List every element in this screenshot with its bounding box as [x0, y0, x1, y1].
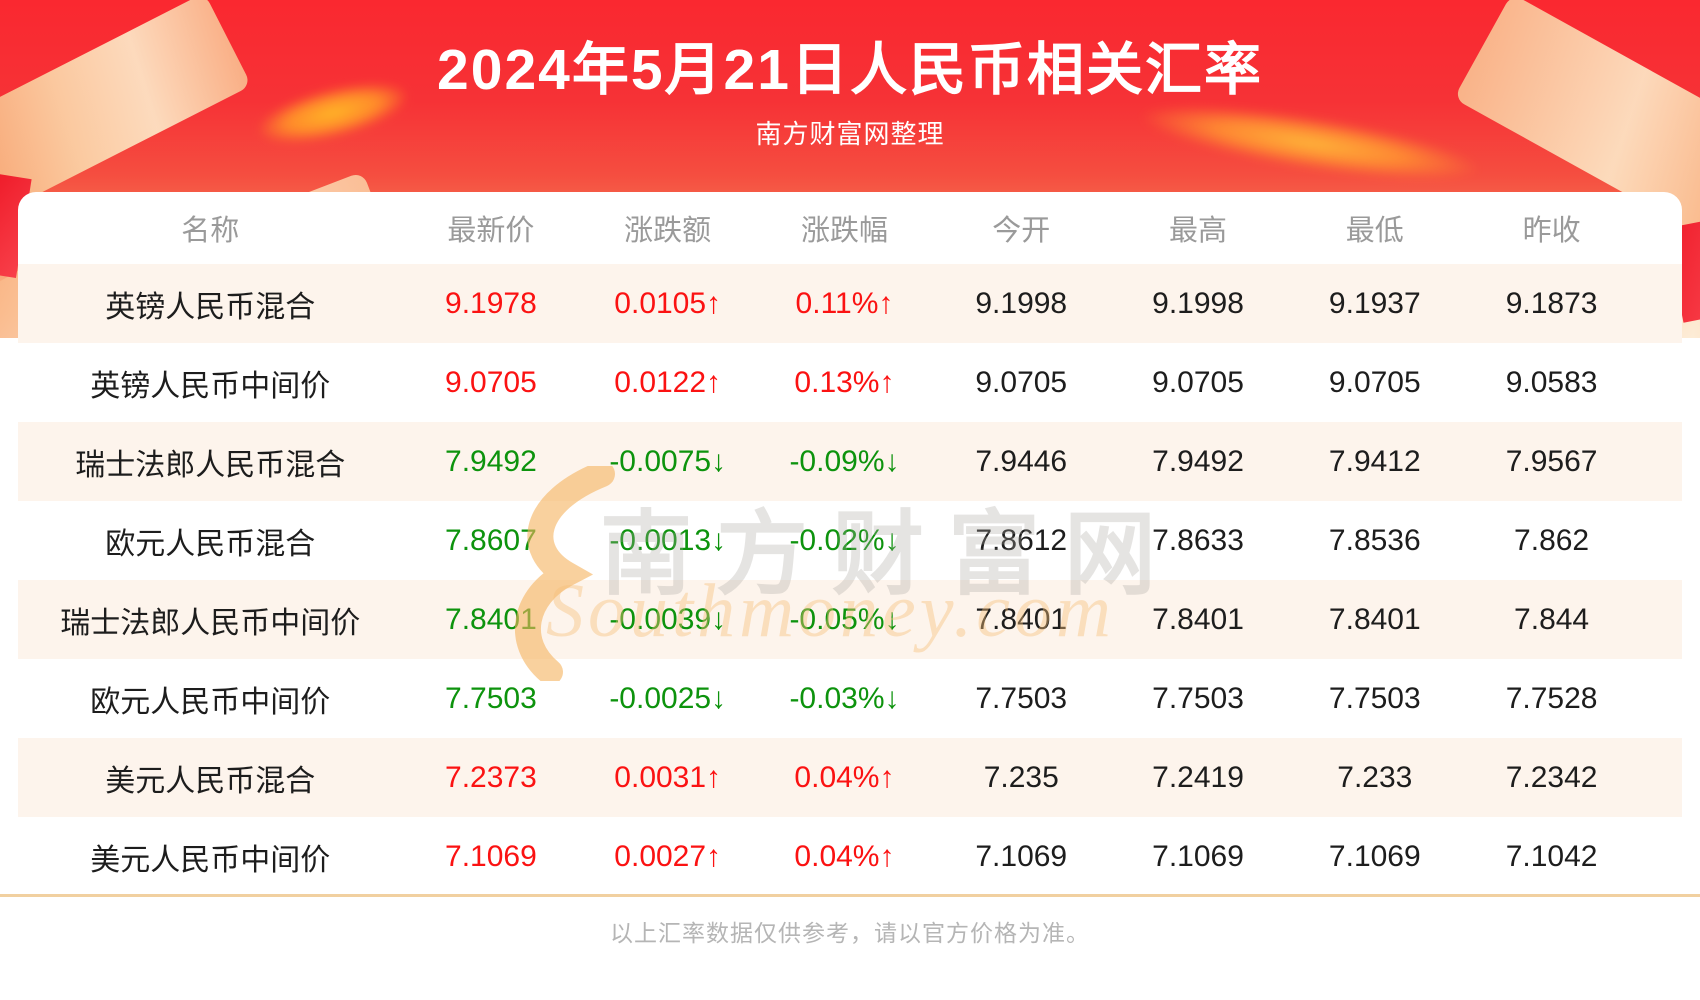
open-price: 9.0705 — [975, 365, 1068, 399]
change-amount: 0.0105↑ — [614, 286, 722, 320]
footer-divider — [0, 894, 1700, 897]
high-price: 7.7503 — [1152, 681, 1244, 715]
prev-close-price: 7.2342 — [1505, 760, 1598, 794]
high-price: 7.9492 — [1152, 444, 1244, 478]
table-body: 英镑人民币混合 9.1978 0.0105↑ 0.11%↑ 9.1998 9.1… — [18, 264, 1682, 896]
disclaimer-text: 以上汇率数据仅供参考，请以官方价格为准。 — [610, 920, 1090, 946]
latest-price: 7.7503 — [445, 681, 537, 715]
high-price: 7.2419 — [1152, 760, 1244, 794]
table-row: 英镑人民币混合 9.1978 0.0105↑ 0.11%↑ 9.1998 9.1… — [18, 264, 1682, 343]
exchange-rate-table: 名称 最新价 涨跌额 涨跌幅 今开 最高 最低 昨收 英镑人民币混合 9.197… — [18, 192, 1682, 896]
low-price: 7.9412 — [1328, 444, 1421, 478]
column-header-prev-close: 昨收 — [1522, 215, 1581, 247]
open-price: 7.8612 — [975, 523, 1068, 557]
change-percent: -0.09%↓ — [789, 444, 900, 478]
change-amount: -0.0075↓ — [609, 444, 727, 478]
open-price: 7.8401 — [975, 602, 1068, 636]
table-row: 欧元人民币混合 7.8607 -0.0013↓ -0.02%↓ 7.8612 7… — [18, 501, 1682, 580]
open-price: 7.1069 — [975, 839, 1068, 873]
change-percent: -0.03%↓ — [789, 681, 900, 715]
low-price: 9.0705 — [1328, 365, 1421, 399]
open-price: 9.1998 — [975, 286, 1068, 320]
prev-close-price: 9.0583 — [1505, 365, 1598, 399]
prev-close-price: 9.1873 — [1505, 286, 1598, 320]
high-price: 9.1998 — [1152, 286, 1244, 320]
high-price: 9.0705 — [1152, 365, 1244, 399]
latest-price: 7.9492 — [445, 444, 537, 478]
change-percent: 0.04%↑ — [794, 760, 895, 794]
open-price: 7.7503 — [975, 681, 1068, 715]
prev-close-price: 7.844 — [1514, 602, 1590, 636]
currency-name: 瑞士法郎人民币中间价 — [60, 606, 361, 640]
open-price: 7.235 — [983, 760, 1059, 794]
currency-name: 英镑人民币混合 — [105, 290, 316, 324]
latest-price: 7.8607 — [445, 523, 537, 557]
latest-price: 9.0705 — [445, 365, 537, 399]
high-price: 7.8401 — [1152, 602, 1244, 636]
change-percent: -0.05%↓ — [789, 602, 900, 636]
latest-price: 7.1069 — [445, 839, 537, 873]
low-price: 7.233 — [1337, 760, 1413, 794]
page-subtitle: 南方财富网整理 — [755, 119, 945, 149]
prev-close-price: 7.9567 — [1505, 444, 1598, 478]
column-header-change-pct: 涨跌幅 — [800, 215, 888, 247]
column-header-low: 最低 — [1345, 215, 1404, 247]
change-percent: 0.13%↑ — [794, 365, 895, 399]
table-row: 美元人民币混合 7.2373 0.0031↑ 0.04%↑ 7.235 7.24… — [18, 738, 1682, 817]
prev-close-price: 7.862 — [1514, 523, 1590, 557]
table-row: 欧元人民币中间价 7.7503 -0.0025↓ -0.03%↓ 7.7503 … — [18, 659, 1682, 738]
currency-name: 英镑人民币中间价 — [90, 369, 331, 403]
open-price: 7.9446 — [975, 444, 1068, 478]
currency-name: 美元人民币中间价 — [90, 843, 331, 877]
table-row: 瑞士法郎人民币中间价 7.8401 -0.0039↓ -0.05%↓ 7.840… — [18, 580, 1682, 659]
table-row: 英镑人民币中间价 9.0705 0.0122↑ 0.13%↑ 9.0705 9.… — [18, 343, 1682, 422]
prev-close-price: 7.1042 — [1505, 839, 1598, 873]
high-price: 7.8633 — [1152, 523, 1244, 557]
currency-name: 美元人民币混合 — [105, 764, 316, 798]
low-price: 9.1937 — [1328, 286, 1421, 320]
table-row: 瑞士法郎人民币混合 7.9492 -0.0075↓ -0.09%↓ 7.9446… — [18, 422, 1682, 501]
high-price: 7.1069 — [1152, 839, 1244, 873]
change-amount: 0.0027↑ — [614, 839, 722, 873]
column-header-high: 最高 — [1169, 215, 1228, 247]
low-price: 7.7503 — [1328, 681, 1421, 715]
change-percent: 0.11%↑ — [795, 286, 894, 320]
column-header-name: 名称 — [181, 215, 240, 247]
low-price: 7.8401 — [1328, 602, 1421, 636]
low-price: 7.1069 — [1328, 839, 1421, 873]
change-amount: -0.0013↓ — [609, 523, 727, 557]
change-amount: 0.0031↑ — [614, 760, 722, 794]
table-row: 美元人民币中间价 7.1069 0.0027↑ 0.04%↑ 7.1069 7.… — [18, 817, 1682, 896]
column-header-open: 今开 — [992, 215, 1051, 247]
currency-name: 欧元人民币中间价 — [90, 685, 331, 719]
latest-price: 9.1978 — [445, 286, 537, 320]
change-percent: -0.02%↓ — [789, 523, 900, 557]
column-header-change: 涨跌额 — [624, 215, 712, 247]
currency-name: 欧元人民币混合 — [105, 527, 316, 561]
change-amount: -0.0025↓ — [609, 681, 727, 715]
page-title: 2024年5月21日人民币相关汇率 — [437, 38, 1263, 102]
column-header-latest: 最新价 — [447, 215, 535, 247]
currency-name: 瑞士法郎人民币混合 — [75, 448, 346, 482]
prev-close-price: 7.7528 — [1505, 681, 1598, 715]
change-amount: 0.0122↑ — [614, 365, 722, 399]
latest-price: 7.8401 — [445, 602, 537, 636]
low-price: 7.8536 — [1328, 523, 1421, 557]
change-amount: -0.0039↓ — [609, 602, 727, 636]
table-header-row: 名称 最新价 涨跌额 涨跌幅 今开 最高 最低 昨收 — [18, 192, 1682, 264]
change-percent: 0.04%↑ — [794, 839, 895, 873]
latest-price: 7.2373 — [445, 760, 537, 794]
